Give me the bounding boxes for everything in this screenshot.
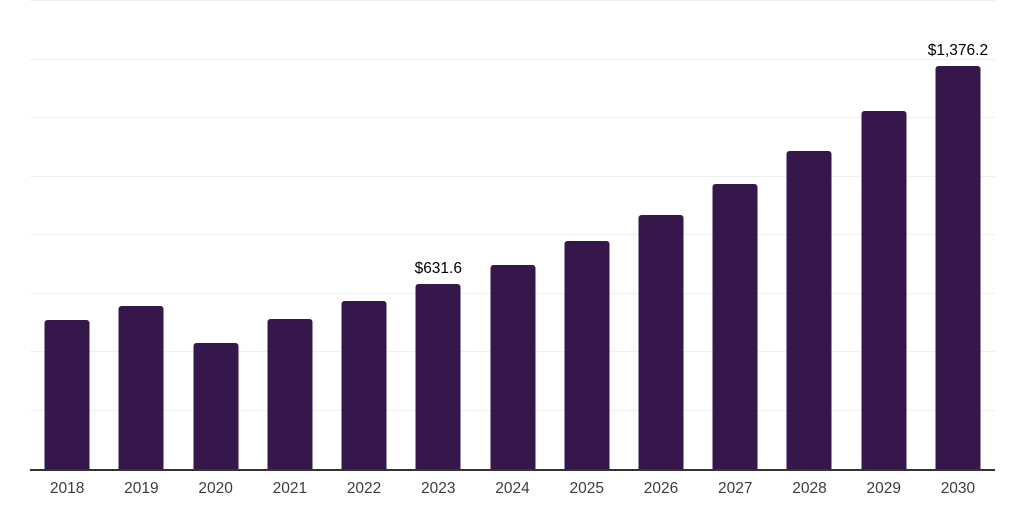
bar-2021[interactable] xyxy=(267,318,313,469)
bar-series: $631.6 $1,376.2 xyxy=(30,1,995,469)
x-tick-label-2020: 2020 xyxy=(198,480,233,497)
x-tick-label-2027: 2027 xyxy=(717,480,753,497)
bar-2019[interactable] xyxy=(118,305,164,469)
bar-2023[interactable] xyxy=(415,284,461,469)
bar-2025[interactable] xyxy=(564,240,610,469)
bar-2027[interactable] xyxy=(712,184,758,469)
x-tick-label-2023: 2023 xyxy=(421,480,456,497)
x-tick-label-2025: 2025 xyxy=(569,480,604,497)
gridline-800 xyxy=(30,234,995,235)
plot-area: $631.6 $1,376.2 xyxy=(30,0,995,471)
x-tick-label-2019: 2019 xyxy=(124,480,159,497)
x-tick-label-2022: 2022 xyxy=(346,480,382,497)
bar-column-2019 xyxy=(104,1,178,469)
bar-column-2028 xyxy=(772,1,846,469)
bar-column-2018 xyxy=(30,1,104,469)
x-tick-label-2021: 2021 xyxy=(272,480,308,497)
bar-2020[interactable] xyxy=(193,342,239,469)
x-tick-label-2018: 2018 xyxy=(49,480,85,497)
bar-column-2029 xyxy=(847,1,921,469)
bar-2029[interactable] xyxy=(861,110,907,469)
bar-value-label-2023: $631.6 xyxy=(414,260,462,278)
x-axis-ticks: 2018 2019 2020 2021 2022 2023 2024 2025 2026 2027… xyxy=(30,479,995,498)
x-tick-label-2026: 2026 xyxy=(643,480,679,497)
gridline-1400 xyxy=(30,58,995,60)
bar-column-2027 xyxy=(698,1,772,469)
bar-column-2023: $631.6 xyxy=(401,1,475,469)
bar-column-2024 xyxy=(475,1,549,469)
bar-column-2025 xyxy=(550,1,624,469)
bar-2018[interactable] xyxy=(44,320,90,469)
x-tick-label-2024: 2024 xyxy=(495,480,530,497)
x-tick-label-2029: 2029 xyxy=(866,480,901,497)
bar-2026[interactable] xyxy=(638,214,684,469)
gridline-1000 xyxy=(30,175,995,177)
bar-value-label-2030: $1,376.2 xyxy=(927,42,989,60)
bar-column-2020 xyxy=(178,1,252,469)
bar-column-2026 xyxy=(624,1,698,469)
bar-column-2021 xyxy=(253,1,327,469)
x-tick-label-2028: 2028 xyxy=(792,480,827,497)
bar-2030[interactable] xyxy=(935,66,981,469)
gridline-1600 xyxy=(30,0,995,1)
bar-column-2022 xyxy=(327,1,401,469)
gridline-1200 xyxy=(30,117,995,118)
bar-column-2030: $1,376.2 xyxy=(921,1,995,469)
x-tick-label-2030: 2030 xyxy=(940,480,976,497)
bar-2024[interactable] xyxy=(490,265,536,469)
bar-2028[interactable] xyxy=(786,151,832,469)
bar-2022[interactable] xyxy=(341,301,387,469)
